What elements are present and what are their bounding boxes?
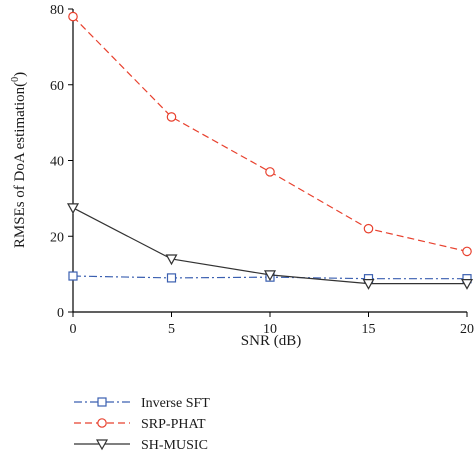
series-point-0 bbox=[166, 273, 177, 283]
series-point-2 bbox=[460, 278, 474, 290]
y-axis-label-main: RMSEs of DoA estimation( bbox=[12, 82, 28, 248]
series-point-0 bbox=[68, 271, 78, 281]
series-point-1 bbox=[166, 112, 177, 122]
x-axis-label: SNR (dB) bbox=[241, 333, 301, 349]
y-axis-label-superscript: 0 bbox=[10, 77, 21, 82]
y-tick-label: 40 bbox=[50, 155, 64, 170]
x-tick-label: 5 bbox=[168, 322, 175, 337]
legend-marker bbox=[97, 397, 107, 407]
legend-entry-label: SRP-PHAT bbox=[141, 417, 206, 432]
series-line-1 bbox=[72, 16, 468, 252]
y-tick-label: 20 bbox=[50, 230, 64, 245]
y-tick-label: 80 bbox=[50, 3, 64, 18]
series-point-1 bbox=[462, 246, 472, 257]
series-point-1 bbox=[265, 167, 275, 177]
x-tick-label: 15 bbox=[362, 322, 376, 337]
x-tick-label: 0 bbox=[70, 322, 77, 337]
y-tick-label: 60 bbox=[50, 79, 64, 94]
y-axis-label: RMSEs of DoA estimation(0) bbox=[10, 72, 28, 248]
series-point-2 bbox=[165, 254, 178, 266]
series-point-1 bbox=[363, 223, 374, 234]
series-point-2 bbox=[362, 278, 375, 290]
legend: Inverse SFT SRP-PHAT SH-MUSIC bbox=[74, 396, 210, 453]
legend-marker bbox=[95, 439, 109, 451]
y-axis-label-suffix: ) bbox=[12, 72, 28, 77]
x-tick-label: 20 bbox=[460, 322, 474, 337]
legend-entry-label: Inverse SFT bbox=[141, 396, 210, 411]
y-tick-label: 0 bbox=[57, 306, 64, 321]
series-point-1 bbox=[68, 11, 78, 22]
legend-marker bbox=[97, 418, 107, 428]
series-point-2 bbox=[66, 203, 80, 215]
plot-area: 0 20 40 60 80 0 5 10 15 20 bbox=[50, 3, 474, 337]
legend-entry-label: SH-MUSIC bbox=[141, 438, 208, 453]
x-tick-label: 10 bbox=[263, 322, 277, 337]
series-point-2 bbox=[263, 270, 277, 282]
